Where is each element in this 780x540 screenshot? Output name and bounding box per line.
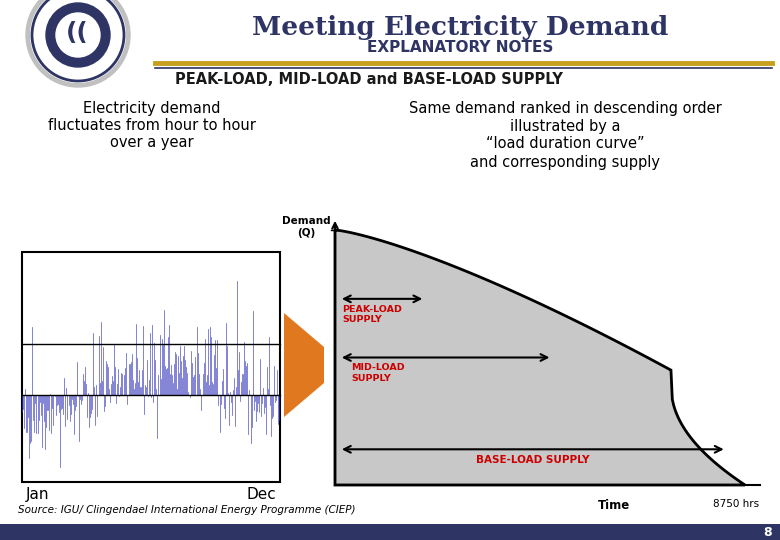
Text: fluctuates from hour to hour: fluctuates from hour to hour [48, 118, 256, 132]
Text: Time: Time [597, 499, 630, 512]
Text: 8: 8 [764, 525, 772, 538]
Text: PEAK-LOAD, MID-LOAD and BASE-LOAD SUPPLY: PEAK-LOAD, MID-LOAD and BASE-LOAD SUPPLY [175, 72, 563, 87]
Text: Source: IGU/ Clingendael International Energy Programme (CIEP): Source: IGU/ Clingendael International E… [18, 505, 356, 515]
Text: ((: (( [66, 21, 89, 45]
Circle shape [26, 0, 130, 87]
Text: Demand
(Q): Demand (Q) [282, 216, 331, 238]
Text: “load duration curve”: “load duration curve” [486, 137, 644, 152]
Text: Same demand ranked in descending order: Same demand ranked in descending order [409, 100, 722, 116]
Text: over a year: over a year [110, 134, 193, 150]
Circle shape [30, 0, 126, 83]
Circle shape [56, 13, 100, 57]
Bar [0, 524, 780, 540]
Text: 8750 hrs: 8750 hrs [713, 499, 759, 509]
Text: BASE-LOAD SUPPLY: BASE-LOAD SUPPLY [476, 455, 590, 465]
Text: MID-LOAD
SUPPLY: MID-LOAD SUPPLY [351, 363, 405, 383]
Text: PEAK-LOAD
SUPPLY: PEAK-LOAD SUPPLY [342, 305, 402, 324]
Polygon shape [335, 230, 745, 485]
Text: Jan: Jan [26, 487, 49, 502]
Text: Electricity demand: Electricity demand [83, 100, 221, 116]
Text: Dec: Dec [246, 487, 276, 502]
Circle shape [46, 3, 110, 67]
Polygon shape [284, 313, 324, 417]
Text: EXPLANATORY NOTES: EXPLANATORY NOTES [367, 39, 553, 55]
Bar [22, 252, 280, 482]
Text: illustrated by a: illustrated by a [510, 119, 620, 134]
Text: Meeting Electricity Demand: Meeting Electricity Demand [252, 16, 668, 40]
Text: and corresponding supply: and corresponding supply [470, 154, 660, 170]
